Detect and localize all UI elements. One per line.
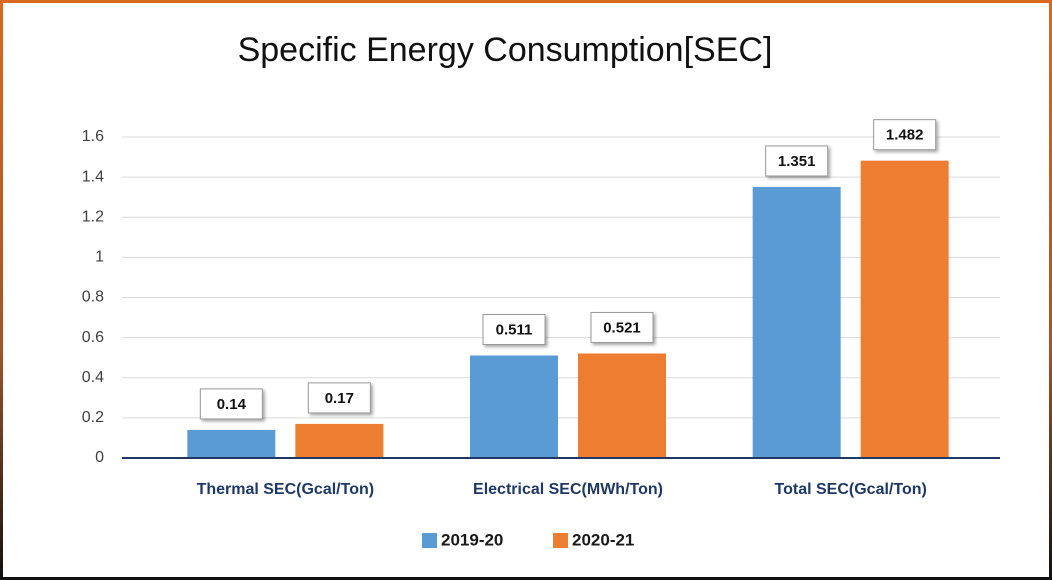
legend-label: 2019-20 [441,530,503,549]
legend-swatch [553,533,568,548]
data-label: 0.17 [325,390,354,407]
y-tick-label: 1 [95,249,104,266]
data-label-box [590,311,654,343]
x-tick-label: Electrical SEC(MWh/Ton) [473,481,663,498]
bar [752,186,841,458]
bar [187,429,276,458]
x-tick-label: Thermal SEC(Gcal/Ton) [197,481,375,498]
data-label-box [199,388,263,420]
data-label-box [873,119,937,151]
y-tick-label: 1.2 [82,208,104,225]
y-tick-label: 1.6 [82,128,104,145]
bar [578,353,666,458]
data-label: 0.521 [603,319,641,336]
data-label: 1.351 [778,153,816,170]
legend-swatch [422,533,437,548]
chart-title: Specific Energy Consumption[SEC] [238,31,773,69]
bar [470,355,558,458]
y-tick-label: 0 [95,449,104,466]
data-label-box [765,145,829,177]
data-label: 0.14 [217,396,247,413]
y-tick-label: 0.8 [82,289,104,306]
data-label: 1.482 [886,127,924,144]
data-label-box [482,313,546,345]
bar [860,160,949,458]
bar [295,423,384,458]
data-label: 0.511 [496,321,533,338]
legend-label: 2020-21 [572,530,634,549]
x-tick-label: Total SEC(Gcal/Ton) [775,481,927,498]
y-tick-label: 1.4 [82,168,104,185]
data-label-box [307,382,371,414]
y-tick-label: 0.4 [82,369,104,386]
y-tick-label: 0.6 [82,329,104,346]
y-tick-label: 0.2 [82,409,104,426]
